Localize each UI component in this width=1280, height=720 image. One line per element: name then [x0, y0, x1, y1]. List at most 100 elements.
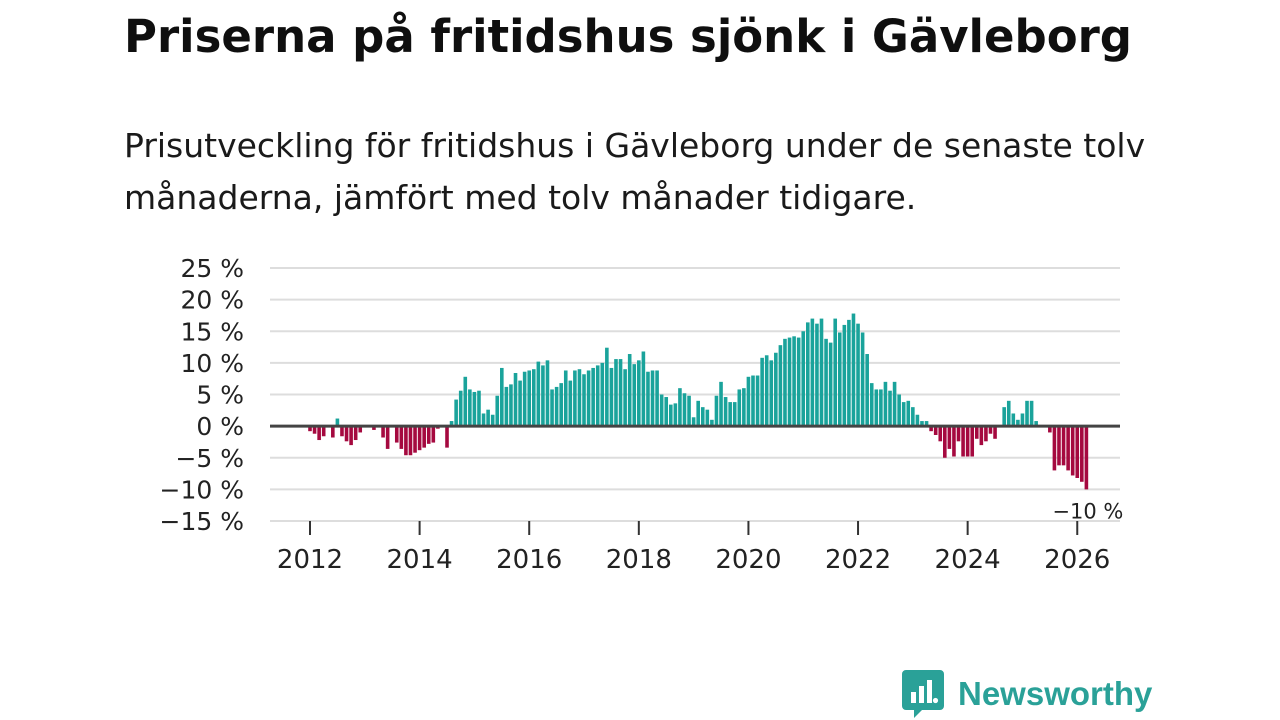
- bar: [317, 426, 321, 441]
- bar: [449, 421, 454, 427]
- bar: [833, 318, 838, 427]
- bar: [426, 426, 431, 444]
- bar: [888, 390, 892, 427]
- y-tick-label: 0 %: [196, 412, 244, 441]
- bar: [509, 384, 513, 427]
- bar: [787, 337, 792, 427]
- bar: [819, 318, 824, 427]
- bar: [774, 352, 778, 427]
- bar: [632, 364, 637, 427]
- bar: [344, 426, 349, 442]
- bar: [906, 400, 911, 427]
- chart-title: Priserna på fritidshus sjönk i Gävleborg: [124, 10, 1133, 63]
- bar: [536, 361, 541, 427]
- bar: [1066, 426, 1070, 471]
- chart-subtitle: Prisutveckling för fritidshus i Gävlebor…: [124, 126, 1146, 217]
- bar: [979, 426, 984, 446]
- bar: [404, 426, 408, 456]
- bar: [582, 374, 586, 427]
- bar: [796, 337, 801, 427]
- y-tick-label: 10 %: [180, 349, 244, 378]
- bar: [974, 426, 979, 439]
- bar: [851, 313, 856, 427]
- bar: [929, 426, 933, 432]
- bar: [1011, 413, 1016, 427]
- bar: [399, 426, 404, 449]
- bar: [879, 389, 883, 427]
- bar: [650, 370, 655, 427]
- bar: [559, 383, 563, 427]
- bar: [1029, 400, 1034, 427]
- bar: [682, 393, 687, 427]
- bar: [1070, 426, 1075, 476]
- bar: [755, 375, 760, 427]
- bar: [550, 389, 554, 427]
- bar: [490, 414, 495, 427]
- bar: [696, 400, 700, 427]
- bar: [828, 342, 833, 427]
- x-tick-label: 2014: [387, 545, 453, 575]
- bar: [668, 404, 673, 427]
- bar: [568, 380, 573, 427]
- bar: [856, 323, 860, 427]
- x-tick-label: 2018: [606, 545, 672, 575]
- bar: [1048, 426, 1052, 433]
- bar: [394, 426, 399, 443]
- bar: [627, 354, 632, 427]
- bar: [842, 324, 847, 427]
- x-tick-label: 2022: [825, 545, 891, 575]
- bar: [806, 322, 810, 427]
- bar: [1080, 426, 1084, 482]
- bar: [742, 388, 746, 427]
- bar: [760, 357, 764, 427]
- bars: [308, 313, 1089, 490]
- bar: [358, 426, 363, 433]
- bar: [408, 426, 413, 456]
- bar: [664, 397, 669, 427]
- bar: [792, 336, 796, 427]
- bar: [710, 419, 714, 427]
- bar-chart: 25 %20 %15 %10 %5 %0 %−5 %−10 %−15 % 201…: [160, 254, 1124, 575]
- bar: [541, 365, 545, 427]
- bar: [623, 369, 627, 427]
- bar: [595, 365, 600, 427]
- bar: [961, 426, 965, 457]
- bar: [860, 332, 865, 427]
- brand-name: Newsworthy: [958, 675, 1153, 712]
- bar: [1006, 400, 1011, 427]
- bar: [897, 394, 901, 427]
- bar: [563, 370, 568, 427]
- bar: [445, 426, 449, 448]
- bar: [737, 389, 742, 427]
- bar: [1016, 419, 1020, 427]
- bar: [984, 426, 988, 442]
- bar: [1002, 407, 1006, 427]
- bar: [340, 426, 344, 437]
- bar: [920, 421, 924, 427]
- bar: [1084, 426, 1089, 490]
- bar: [837, 332, 842, 427]
- bar: [824, 338, 828, 427]
- bar: [892, 381, 897, 427]
- bar: [801, 331, 806, 427]
- bar: [637, 360, 641, 427]
- bar: [874, 389, 879, 427]
- bar: [728, 402, 732, 427]
- bar: [500, 367, 504, 427]
- y-tick-label: −15 %: [160, 507, 244, 536]
- bar: [308, 426, 312, 432]
- x-tick-label: 2012: [277, 545, 343, 575]
- bar: [659, 394, 664, 427]
- bar: [353, 426, 358, 441]
- y-tick-label: 5 %: [196, 381, 244, 410]
- bar: [349, 426, 353, 446]
- bar: [522, 371, 527, 427]
- bar: [413, 426, 417, 453]
- bar: [481, 413, 486, 427]
- bar: [924, 421, 929, 427]
- bar: [372, 426, 376, 430]
- bar: [691, 417, 696, 427]
- bar: [463, 376, 468, 427]
- bar: [545, 360, 550, 427]
- bar: [1020, 413, 1025, 427]
